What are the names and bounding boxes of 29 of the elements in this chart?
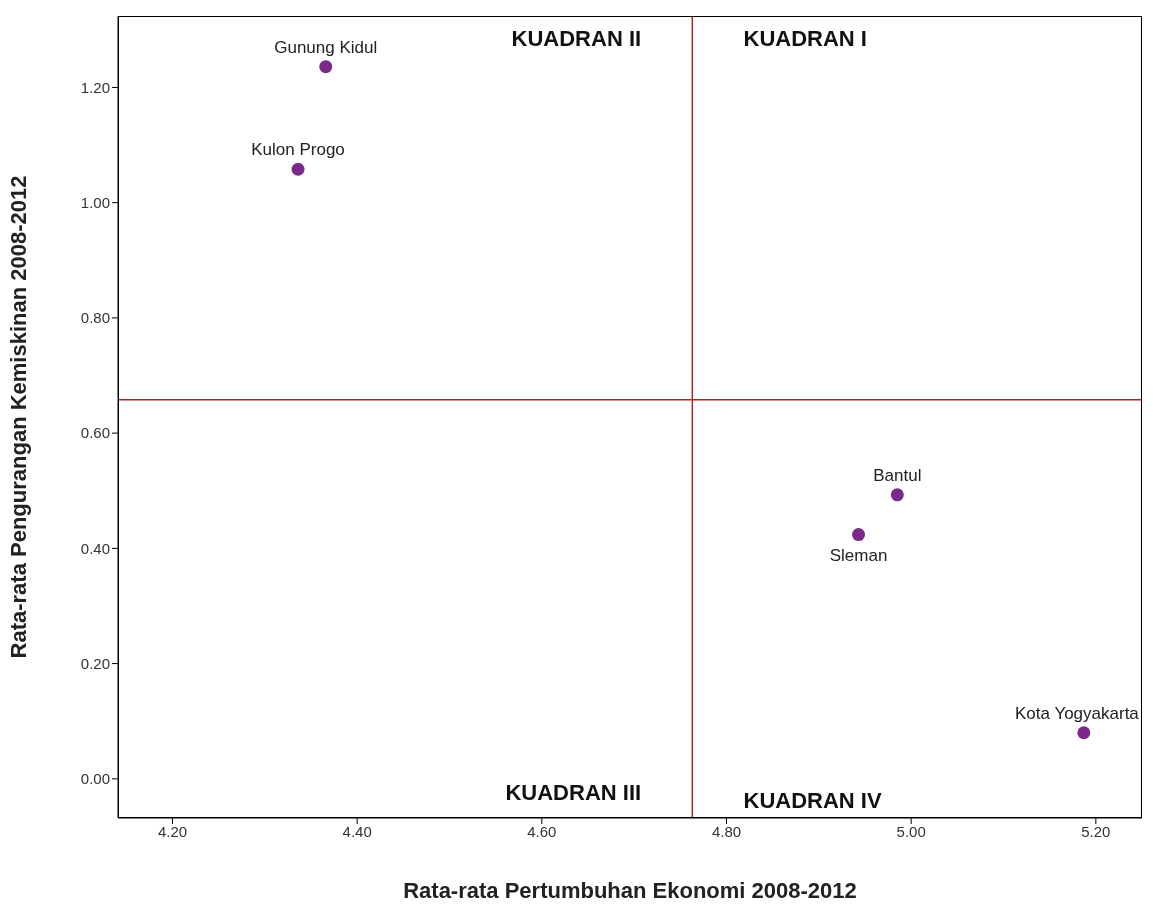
point xyxy=(1077,726,1091,740)
y-tick-label: 0.80 xyxy=(80,309,110,327)
x-tick-label: 4.20 xyxy=(157,822,188,840)
y-tick-label: 1.20 xyxy=(80,78,110,96)
annotation: KUADRAN I xyxy=(743,25,867,51)
point xyxy=(890,488,904,502)
annotation: Bantul xyxy=(873,465,922,485)
y-axis-title: Rata-rata Pengurangan Kemiskinan 2008-2012 xyxy=(5,175,31,659)
annotation: Gunung Kidul xyxy=(274,37,378,57)
x-tick-label: 4.40 xyxy=(342,822,372,840)
annotation: Kulon Progo xyxy=(251,140,345,160)
x-axis-title: Rata-rata Pertumbuhan Ekonomi 2008-2012 xyxy=(403,878,857,903)
point xyxy=(319,60,333,74)
annotation: KUADRAN III xyxy=(505,779,642,805)
y-tick-label: 0.00 xyxy=(80,770,110,788)
x-tick-label: 4.80 xyxy=(711,822,742,840)
y-tick-label: 0.40 xyxy=(80,539,110,557)
x-tick-label: 5.20 xyxy=(1081,822,1111,840)
annotation: KUADRAN IV xyxy=(743,787,882,813)
y-tick-label: 0.20 xyxy=(80,654,110,672)
point xyxy=(852,528,866,542)
annotation: KUADRAN II xyxy=(511,25,642,51)
annotation: Sleman xyxy=(829,545,888,565)
y-tick-label: 0.60 xyxy=(80,424,110,442)
x-tick-label: 5.00 xyxy=(896,822,926,840)
point xyxy=(291,162,305,176)
x-tick-label: 4.60 xyxy=(527,822,557,840)
annotation: Kota Yogyakarta xyxy=(1015,703,1140,723)
y-tick-label: 1.00 xyxy=(80,194,110,211)
